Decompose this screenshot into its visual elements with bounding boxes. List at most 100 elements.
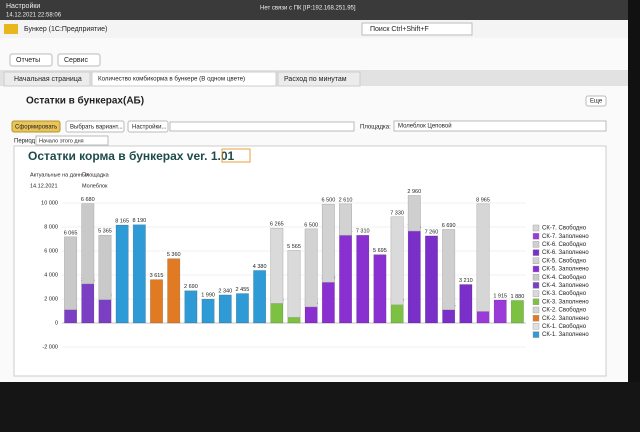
filled-segment (236, 293, 249, 324)
period-input[interactable] (35, 135, 109, 146)
input[interactable] (169, 121, 355, 132)
legend-swatch (532, 331, 540, 338)
legend-swatch (532, 274, 540, 281)
filled-segment (425, 235, 438, 324)
button[interactable] (65, 120, 125, 133)
legend-swatch (532, 224, 540, 232)
filled-segment (476, 311, 490, 324)
legend-swatch (532, 232, 540, 240)
more-button[interactable] (585, 95, 607, 107)
y-tick-label: 0 (55, 320, 58, 326)
legend-label: СК-3. Заполнено (542, 299, 589, 305)
value-label: 4 380 (253, 264, 267, 270)
legend-swatch (532, 290, 540, 297)
button-label: Сформировать (15, 125, 57, 131)
value-label: 8 965 (476, 197, 490, 203)
legend-label: СК-4. Свободно (542, 275, 587, 281)
filled-segment (201, 298, 215, 324)
info-header: Площадка (82, 172, 110, 178)
value-label: 6 500 (321, 198, 335, 204)
filled-segment (287, 316, 301, 324)
period-value: Начало этого дня (39, 138, 84, 144)
value-label: 5 565 (287, 244, 301, 250)
app-title: Бункер (1С:Предприятие) (24, 26, 107, 33)
value-label: 1 990 (201, 293, 215, 299)
filled-segment (407, 230, 421, 324)
tab[interactable] (91, 71, 277, 87)
filled-segment (304, 306, 318, 324)
menu-button[interactable] (57, 53, 101, 67)
period-label: Период: (14, 139, 37, 145)
button[interactable] (127, 120, 169, 133)
y-tick-label: 2 000 (44, 296, 58, 302)
value-label: 5 695 (373, 248, 387, 254)
filled-segment (218, 294, 232, 324)
filled-segment (132, 224, 146, 324)
free-segment (81, 203, 95, 285)
legend-label: СК-6. Свободно (542, 242, 587, 248)
filled-segment (339, 234, 352, 324)
value-label: 8 190 (132, 218, 146, 224)
free-segment (64, 236, 78, 310)
value-label: 1 915 (493, 293, 507, 299)
value-label: 2 340 (218, 288, 232, 294)
report-title: Остатки в бункерах(АБ) (26, 95, 144, 107)
run-button[interactable] (11, 120, 61, 133)
value-label: 3 615 (150, 273, 164, 279)
y-tick-label: -2 000 (42, 344, 58, 350)
legend-label: СК-7. Свободно (542, 226, 587, 232)
system-title: Настройки (6, 2, 40, 10)
value-label: 6 265 (270, 222, 284, 228)
logo (4, 24, 18, 34)
value-label: 1 880 (511, 294, 525, 300)
legend-swatch (532, 241, 540, 248)
filled-segment (510, 300, 524, 324)
tab-label: Расход по минутам (284, 76, 347, 83)
taskbar (0, 382, 640, 432)
legend-swatch (532, 323, 540, 330)
free-segment (287, 250, 301, 318)
legend-swatch (532, 298, 540, 305)
tab-label: Количество комбикорма в бункере (В одном… (98, 76, 245, 83)
legend-label: СК-5. Заполнено (542, 267, 589, 273)
y-tick-label: 6 000 (44, 248, 58, 254)
filled-segment (493, 299, 507, 324)
value-label: 7 260 (425, 229, 439, 235)
filled-segment (64, 309, 78, 324)
value-label: 2 960 (407, 189, 421, 195)
tab[interactable] (3, 71, 91, 87)
legend-swatch (532, 257, 540, 264)
free-segment (270, 227, 284, 304)
site-input[interactable] (393, 120, 607, 132)
filled-segment (459, 284, 473, 324)
value-label: 5 360 (167, 252, 181, 258)
value-label: 2 690 (184, 284, 198, 290)
more-label: Еще (590, 99, 603, 105)
site-label: Площадка: (360, 125, 391, 131)
filled-segment (390, 304, 404, 324)
legend-label: СК-2. Свободно (542, 308, 587, 314)
legend-label: СК-6. Заполнено (542, 250, 589, 256)
search-box[interactable] (361, 22, 473, 36)
menu-button[interactable] (9, 53, 53, 67)
value-label: 6 065 (64, 230, 78, 236)
site-value: Молеблок Цеповой (398, 123, 452, 130)
filled-segment (98, 299, 112, 324)
free-segment (390, 216, 404, 306)
legend-label: СК-1. Свободно (542, 324, 587, 330)
free-segment (304, 228, 318, 308)
legend-swatch (532, 249, 540, 256)
legend-swatch (532, 265, 540, 273)
free-segment (442, 229, 456, 310)
filled-segment (115, 224, 129, 324)
filled-segment (253, 270, 267, 324)
free-segment (321, 203, 335, 283)
value-label: 5 365 (98, 229, 112, 235)
tab[interactable] (277, 71, 361, 87)
menu-label: Сервис (64, 57, 88, 64)
menu-label: Отчеты (16, 57, 40, 64)
value-label: 6 500 (304, 222, 318, 228)
search-placeholder: Поиск Ctrl+Shift+F (370, 26, 429, 33)
